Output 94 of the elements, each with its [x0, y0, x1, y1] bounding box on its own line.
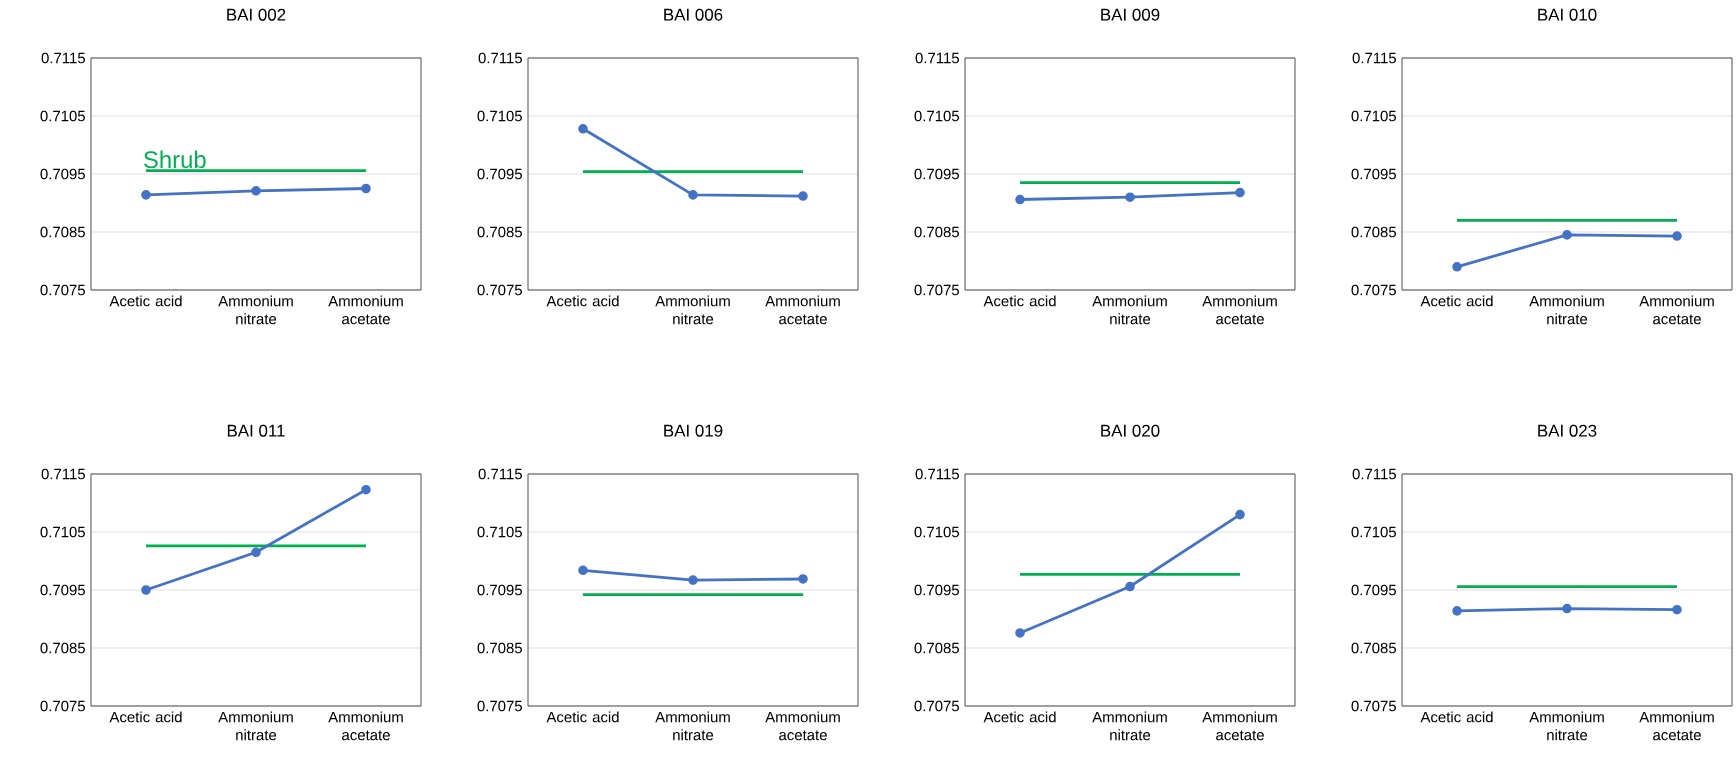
- y-tick-label: 0.7095: [1351, 168, 1397, 180]
- y-tick-label: 0.7115: [41, 468, 85, 480]
- point: [1015, 194, 1025, 205]
- y-tick-label: 0.7105: [914, 110, 959, 122]
- y-tick-label: 0.7095: [1351, 584, 1397, 596]
- x-tick-label: Ammonium acetate: [1202, 295, 1277, 325]
- y-tick-label: 0.7075: [40, 284, 85, 296]
- x-tick-label: Acetic acid: [983, 295, 1056, 307]
- y-tick-label: 0.7075: [1351, 284, 1397, 296]
- y-tick-label: 0.7115: [478, 52, 522, 64]
- y-tick-label: 0.7075: [914, 284, 959, 296]
- y-tick-label: 0.7095: [914, 584, 959, 596]
- x-tick-label: Acetic acid: [1420, 295, 1493, 307]
- point: [141, 190, 151, 200]
- y-tick-label: 0.7095: [477, 584, 522, 596]
- point: [1125, 192, 1135, 202]
- chart-title: BAI 002: [227, 8, 286, 21]
- y-tick-label: 0.7085: [40, 642, 85, 654]
- x-tick-label: Ammonium nitrate: [1529, 711, 1604, 741]
- point: [578, 565, 588, 576]
- y-tick-label: 0.7075: [477, 700, 522, 712]
- y-tick-label: 0.7115: [915, 468, 960, 480]
- y-tick-label: 0.7115: [41, 52, 85, 64]
- x-tick-label: Ammonium acetate: [765, 711, 840, 741]
- point: [141, 585, 151, 595]
- x-tick-label: Ammonium acetate: [1202, 711, 1277, 741]
- point: [688, 575, 698, 585]
- chart-title: BAI 019: [664, 424, 723, 437]
- y-tick-label: 0.7105: [40, 526, 85, 538]
- chart-title: BAI 006: [664, 8, 723, 21]
- y-tick-label: 0.7105: [477, 526, 522, 538]
- y-tick-label: 0.7115: [478, 468, 522, 480]
- y-tick-label: 0.7115: [1352, 52, 1397, 64]
- chart-title: BAI 020: [1101, 424, 1160, 437]
- y-tick-label: 0.7115: [915, 52, 960, 64]
- x-tick-label: Acetic acid: [983, 711, 1056, 723]
- y-tick-label: 0.7105: [1351, 526, 1397, 538]
- point: [1235, 187, 1245, 198]
- point: [688, 190, 698, 200]
- chart-title: BAI 009: [1101, 8, 1160, 21]
- y-tick-label: 0.7075: [477, 284, 522, 296]
- x-tick-label: Ammonium nitrate: [1092, 711, 1167, 741]
- chart-title: BAI 023: [1538, 424, 1597, 437]
- x-tick-label: Acetic acid: [109, 711, 182, 723]
- y-tick-label: 0.7085: [477, 642, 522, 654]
- y-tick-label: 0.7095: [477, 168, 522, 180]
- point: [798, 574, 808, 584]
- x-tick-label: Acetic acid: [1420, 711, 1493, 723]
- x-tick-label: Ammonium nitrate: [218, 295, 293, 325]
- y-tick-label: 0.7085: [914, 226, 959, 238]
- y-tick-label: 0.7075: [1351, 700, 1397, 712]
- point: [1235, 509, 1245, 520]
- y-tick-label: 0.7095: [40, 584, 85, 596]
- point: [578, 123, 588, 134]
- y-tick-label: 0.7095: [914, 168, 959, 180]
- x-tick-label: Ammonium acetate: [1639, 711, 1714, 741]
- point: [361, 183, 371, 194]
- point: [798, 191, 808, 201]
- y-tick-label: 0.7085: [914, 642, 959, 654]
- x-tick-label: Acetic acid: [546, 295, 619, 307]
- point: [251, 186, 261, 196]
- x-tick-label: Acetic acid: [109, 295, 182, 307]
- y-tick-label: 0.7085: [1351, 226, 1397, 238]
- x-tick-label: Ammonium acetate: [328, 295, 403, 325]
- y-tick-label: 0.7085: [1351, 642, 1397, 654]
- x-tick-label: Ammonium acetate: [1639, 295, 1714, 325]
- point: [361, 484, 371, 495]
- series-label: Shrub: [143, 150, 206, 169]
- y-tick-label: 0.7105: [40, 110, 85, 122]
- point: [1452, 262, 1462, 272]
- y-tick-label: 0.7105: [1351, 110, 1397, 122]
- x-tick-label: Ammonium nitrate: [218, 711, 293, 741]
- point: [1015, 628, 1025, 638]
- point: [251, 547, 261, 558]
- point: [1672, 231, 1682, 241]
- y-tick-label: 0.7115: [1352, 468, 1397, 480]
- point: [1125, 581, 1135, 592]
- y-tick-label: 0.7085: [40, 226, 85, 238]
- y-tick-label: 0.7105: [914, 526, 959, 538]
- x-tick-label: Ammonium nitrate: [1529, 295, 1604, 325]
- y-tick-label: 0.7095: [40, 168, 85, 180]
- x-tick-label: Acetic acid: [546, 711, 619, 723]
- y-tick-label: 0.7075: [914, 700, 959, 712]
- chart-title: BAI 011: [227, 424, 285, 437]
- y-tick-label: 0.7075: [40, 700, 85, 712]
- x-tick-label: Ammonium acetate: [765, 295, 840, 325]
- x-tick-label: Ammonium nitrate: [1092, 295, 1167, 325]
- y-tick-label: 0.7085: [477, 226, 522, 238]
- x-tick-label: Ammonium nitrate: [655, 711, 730, 741]
- point: [1562, 230, 1572, 240]
- x-tick-label: Ammonium nitrate: [655, 295, 730, 325]
- y-tick-label: 0.7105: [477, 110, 522, 122]
- chart-title: BAI 010: [1538, 8, 1597, 21]
- x-tick-label: Ammonium acetate: [328, 711, 403, 741]
